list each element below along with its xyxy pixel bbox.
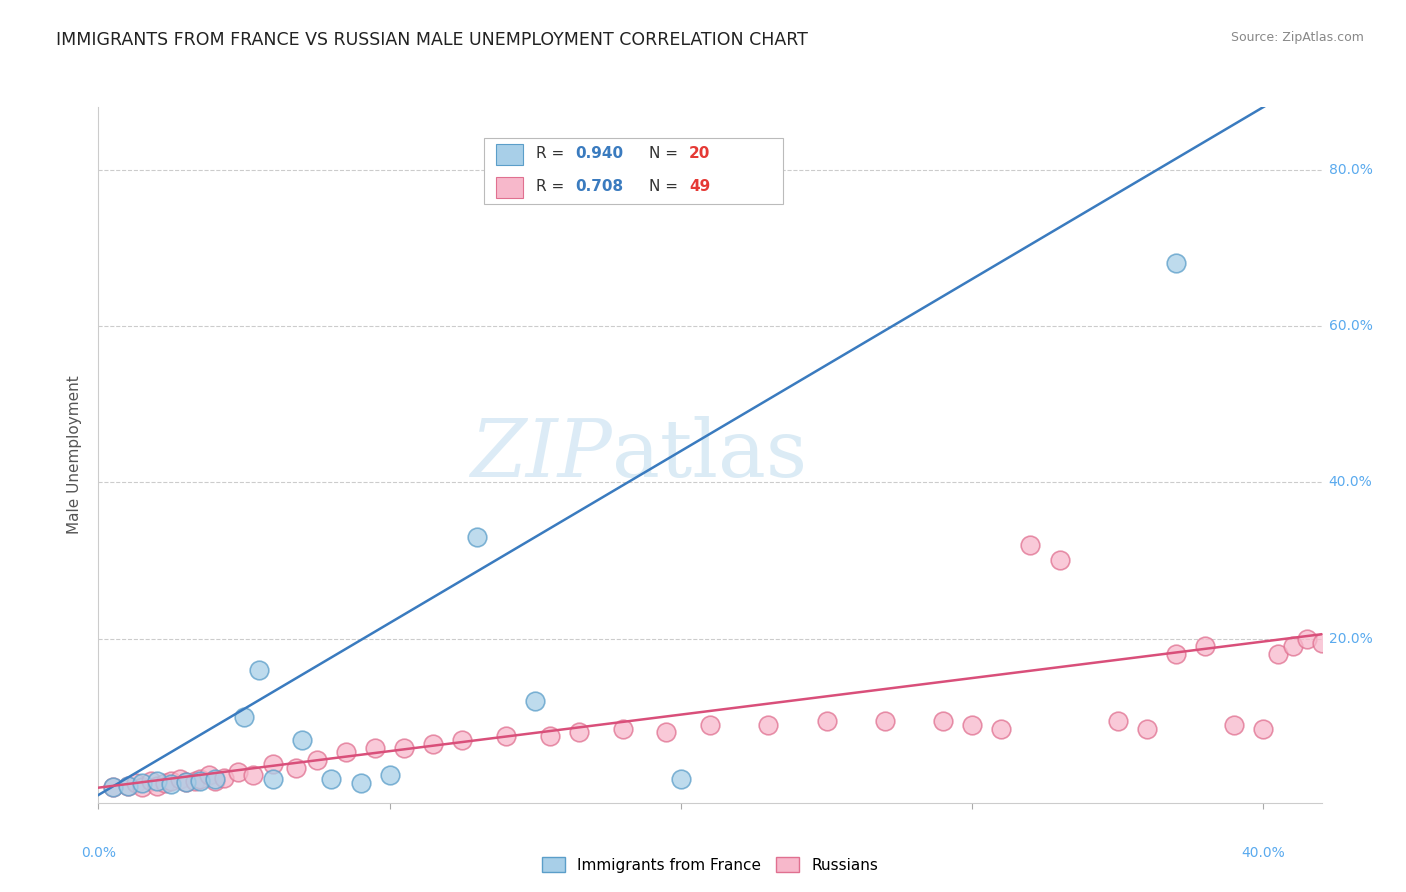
Point	[321, 772, 343, 787]
Point	[101, 780, 124, 794]
Point	[1194, 640, 1216, 654]
Point	[699, 717, 721, 731]
Point	[139, 773, 162, 788]
Point	[242, 768, 264, 782]
Point	[960, 717, 983, 731]
Text: IMMIGRANTS FROM FRANCE VS RUSSIAN MALE UNEMPLOYMENT CORRELATION CHART: IMMIGRANTS FROM FRANCE VS RUSSIAN MALE U…	[56, 31, 808, 49]
Point	[451, 733, 474, 747]
Point	[188, 772, 212, 787]
Text: 0.708: 0.708	[575, 179, 624, 194]
Legend: Immigrants from France, Russians: Immigrants from France, Russians	[536, 850, 884, 879]
Point	[1107, 714, 1129, 728]
Point	[155, 776, 177, 790]
Text: 60.0%: 60.0%	[1329, 319, 1372, 333]
Point	[145, 773, 167, 788]
Point	[378, 768, 401, 782]
Point	[174, 775, 197, 789]
FancyBboxPatch shape	[496, 144, 523, 165]
Point	[212, 771, 235, 785]
Point	[305, 753, 328, 767]
Point	[285, 761, 308, 775]
Text: 0.0%: 0.0%	[82, 846, 115, 860]
Text: ZIP: ZIP	[471, 417, 612, 493]
Point	[873, 714, 896, 728]
Point	[1281, 640, 1303, 654]
Point	[117, 779, 139, 793]
Point	[422, 737, 444, 751]
Text: N =: N =	[648, 146, 683, 161]
Point	[183, 773, 205, 788]
Point	[1253, 722, 1275, 736]
FancyBboxPatch shape	[496, 177, 523, 198]
Point	[465, 530, 488, 544]
Point	[131, 776, 153, 790]
Text: 49: 49	[689, 179, 710, 194]
Point	[1019, 538, 1042, 552]
Point	[335, 745, 357, 759]
Point	[247, 663, 270, 677]
Text: 20: 20	[689, 146, 710, 161]
Text: atlas: atlas	[612, 416, 807, 494]
Point	[188, 773, 212, 788]
Point	[1267, 647, 1289, 661]
Point	[198, 768, 221, 782]
Point	[349, 776, 371, 790]
Point	[226, 764, 249, 779]
Point	[204, 773, 226, 788]
Point	[655, 725, 678, 739]
Point	[932, 714, 955, 728]
Point	[524, 694, 547, 708]
Point	[117, 779, 139, 793]
Text: 80.0%: 80.0%	[1329, 162, 1372, 177]
Point	[145, 779, 167, 793]
Point	[815, 714, 838, 728]
Point	[392, 741, 416, 756]
Y-axis label: Male Unemployment: Male Unemployment	[67, 376, 83, 534]
Point	[1164, 256, 1187, 270]
Text: 0.940: 0.940	[575, 146, 624, 161]
Point	[1136, 722, 1159, 736]
Point	[262, 772, 284, 787]
Point	[160, 777, 183, 791]
Point	[101, 780, 124, 794]
Text: 40.0%: 40.0%	[1329, 475, 1372, 490]
Text: 40.0%: 40.0%	[1241, 846, 1285, 860]
Point	[131, 780, 153, 794]
Point	[160, 773, 183, 788]
Point	[204, 772, 226, 787]
Point	[990, 722, 1012, 736]
Text: 20.0%: 20.0%	[1329, 632, 1372, 646]
Text: R =: R =	[536, 179, 569, 194]
Point	[1223, 717, 1246, 731]
Text: Source: ZipAtlas.com: Source: ZipAtlas.com	[1230, 31, 1364, 45]
Point	[568, 725, 591, 739]
Point	[125, 776, 148, 790]
Point	[669, 772, 692, 787]
Point	[756, 717, 779, 731]
Point	[169, 772, 191, 787]
Point	[1310, 635, 1333, 649]
Point	[538, 730, 561, 744]
Point	[1164, 647, 1187, 661]
Point	[364, 741, 387, 756]
FancyBboxPatch shape	[484, 138, 783, 204]
Point	[1049, 553, 1071, 567]
Text: R =: R =	[536, 146, 569, 161]
Point	[233, 710, 256, 724]
Point	[291, 733, 314, 747]
Point	[1296, 632, 1319, 646]
Point	[174, 775, 197, 789]
Text: N =: N =	[648, 179, 683, 194]
Point	[612, 722, 634, 736]
Point	[495, 730, 517, 744]
Point	[262, 756, 284, 771]
